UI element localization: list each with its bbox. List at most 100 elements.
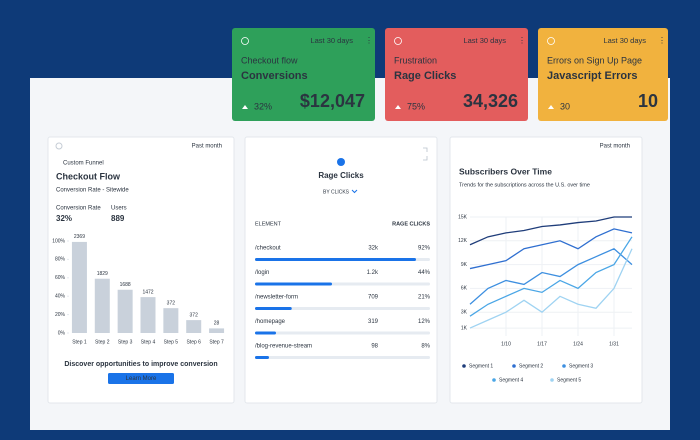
y-tick-label: 9K xyxy=(461,262,468,268)
x-tick-label: 1/24 xyxy=(573,341,583,347)
card-subtitle: Conversion Rate - Sitewide xyxy=(56,188,129,194)
kpi-change: 75% xyxy=(407,101,425,111)
y-tick-label: 3K xyxy=(461,310,468,316)
menu-dots: ⋮ xyxy=(518,36,526,45)
legend-swatch xyxy=(492,378,496,382)
kpi-value: 10 xyxy=(638,91,658,111)
button-label[interactable]: Learn More xyxy=(126,376,157,382)
kpi-period: Last 30 days xyxy=(310,36,353,45)
kpi-value: 34,326 xyxy=(463,91,518,111)
card-title: Checkout Flow xyxy=(56,171,121,181)
x-tick-label: 1/10 xyxy=(501,341,511,347)
element-name: /newsletter-form xyxy=(255,295,298,301)
share-label: 8% xyxy=(421,344,430,350)
legend-swatch xyxy=(462,364,466,368)
kpi-change: 32% xyxy=(254,101,272,111)
bar xyxy=(94,278,110,333)
x-tick-label: 1/31 xyxy=(609,341,619,347)
bar xyxy=(71,241,87,333)
bar-track xyxy=(255,331,430,335)
cta-text: Discover opportunities to improve conver… xyxy=(64,361,217,368)
bar xyxy=(117,289,133,333)
subscribers-card xyxy=(449,136,643,404)
share-label: 44% xyxy=(418,270,431,276)
x-tick-label: Step 1 xyxy=(72,339,87,345)
x-tick-label: Step 6 xyxy=(186,339,201,345)
x-tick-label: Step 3 xyxy=(118,339,133,345)
click-count: 1.2k xyxy=(367,270,379,276)
element-name: /homepage xyxy=(255,319,286,325)
y-tick-label: 1K xyxy=(461,325,468,331)
bar-label: 1472 xyxy=(142,289,153,295)
menu-dots: ⋮ xyxy=(658,36,666,45)
y-tick-label: 40% xyxy=(55,294,66,300)
kpi-card xyxy=(232,28,375,121)
click-count: 319 xyxy=(368,319,379,325)
legend-label: Segment 3 xyxy=(569,363,593,369)
column-header: RAGE CLICKS xyxy=(392,221,430,227)
rage-card xyxy=(244,136,438,404)
metric-value: 889 xyxy=(111,214,125,223)
legend-label: Segment 4 xyxy=(499,377,523,383)
y-tick-label: 15K xyxy=(458,214,468,220)
period: Past month xyxy=(600,144,630,150)
kpi-label: Checkout flow xyxy=(241,55,298,65)
y-tick-label: 12K xyxy=(458,238,468,244)
legend-label: Segment 2 xyxy=(519,363,543,369)
expand-icon xyxy=(423,147,428,161)
y-tick-label: 100% xyxy=(52,238,65,244)
bar-label: 1688 xyxy=(120,282,131,288)
x-tick-label: 1/17 xyxy=(537,341,547,347)
legend-swatch xyxy=(562,364,566,368)
bar xyxy=(255,282,332,286)
y-tick-label: 6K xyxy=(461,286,468,292)
learn-more-button[interactable] xyxy=(108,373,174,384)
bar xyxy=(255,331,276,335)
y-tick-label: 20% xyxy=(55,312,66,318)
clock-icon xyxy=(547,37,555,45)
kpi-period: Last 30 days xyxy=(603,36,646,45)
bar xyxy=(140,297,156,333)
x-tick-label: Step 7 xyxy=(209,339,224,345)
clock-icon xyxy=(55,142,63,150)
bar xyxy=(186,320,202,333)
funnel-card xyxy=(47,136,235,404)
kpi-card xyxy=(385,28,528,121)
kpi-title: Conversions xyxy=(241,70,308,82)
click-count: 32k xyxy=(368,246,379,252)
legend-swatch xyxy=(512,364,516,368)
metric-label: Conversion Rate xyxy=(56,206,101,212)
click-count: 709 xyxy=(368,295,379,301)
rage-icon xyxy=(337,158,345,166)
share-label: 12% xyxy=(418,319,431,325)
up-arrow xyxy=(395,105,401,109)
kpi-value: $12,047 xyxy=(300,91,365,111)
bar-label: 1829 xyxy=(97,271,108,277)
series-line xyxy=(469,236,633,317)
period: Past month xyxy=(192,144,222,150)
element-name: /checkout xyxy=(255,246,281,252)
bar xyxy=(255,258,416,261)
metric-label: Users xyxy=(111,206,127,212)
kpi-title: Javascript Errors xyxy=(547,70,638,82)
y-tick-label: 80% xyxy=(55,257,66,263)
up-arrow xyxy=(242,105,248,109)
legend-swatch xyxy=(550,378,554,382)
share-label: 92% xyxy=(418,246,431,252)
kpi-label: Frustration xyxy=(394,55,437,65)
kpi-period: Last 30 days xyxy=(463,36,506,45)
bar-label: 2369 xyxy=(74,234,85,240)
series-line xyxy=(469,228,633,270)
legend-label: Segment 5 xyxy=(557,377,581,383)
x-tick-label: Step 2 xyxy=(95,339,110,345)
kpi-change: 30 xyxy=(560,101,570,111)
bar-track xyxy=(255,307,430,310)
bar xyxy=(255,307,292,310)
tag: Custom Funnel xyxy=(63,161,104,167)
card-subtitle: Trends for the subscriptions across the … xyxy=(459,182,590,188)
menu-dots: ⋮ xyxy=(365,36,373,45)
bar xyxy=(163,308,179,333)
chevron xyxy=(351,189,358,194)
clock-icon xyxy=(241,37,249,45)
